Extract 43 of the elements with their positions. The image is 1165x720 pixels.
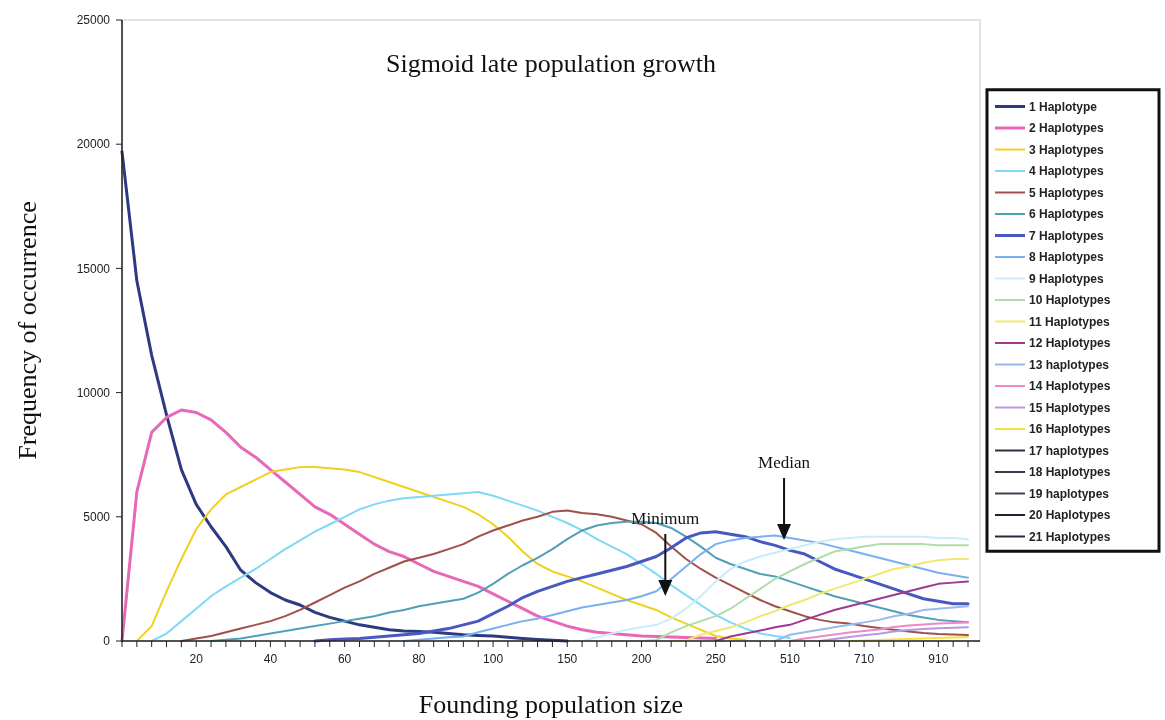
legend-label: 9 Haplotypes bbox=[1029, 271, 1105, 286]
text: Sigmoid late population growth bbox=[385, 49, 717, 78]
y-tick-label: 25000 bbox=[76, 13, 111, 28]
x-axis-title: Founding population size bbox=[418, 690, 684, 719]
legend-label: 4 Haplotypes bbox=[1029, 164, 1105, 179]
legend-label: 18 Haplotypes bbox=[1029, 465, 1111, 480]
y-tick-label: 15000 bbox=[76, 261, 111, 276]
x-tick-label: 910 bbox=[928, 652, 949, 666]
legend-label: 13 haplotypes bbox=[1029, 357, 1110, 372]
x-tick-label: 510 bbox=[779, 652, 801, 666]
annotation: Median bbox=[758, 453, 811, 472]
legend-label: 19 haplotypes bbox=[1029, 486, 1110, 501]
legend-label: 6 Haplotypes bbox=[1029, 207, 1105, 222]
legend-label: 2 Haplotypes bbox=[1029, 121, 1105, 136]
x-tick-label: 100 bbox=[483, 652, 504, 666]
x-tick-label: 200 bbox=[631, 652, 652, 666]
legend-label: 14 Haplotypes bbox=[1029, 379, 1111, 394]
legend-label: 11 Haplotypes bbox=[1029, 314, 1111, 329]
y-tick-label: 20000 bbox=[76, 137, 111, 152]
legend-label: 10 Haplotypes bbox=[1029, 293, 1111, 308]
legend-label: 8 Haplotypes bbox=[1029, 250, 1105, 265]
legend-label: 12 Haplotypes bbox=[1029, 336, 1111, 351]
y-tick-label: 0 bbox=[103, 634, 111, 649]
x-tick-label: 60 bbox=[337, 652, 352, 666]
legend-label: 3 Haplotypes bbox=[1029, 142, 1105, 157]
x-tick-label: 20 bbox=[189, 652, 204, 666]
legend-label: 21 Haplotypes bbox=[1029, 529, 1111, 544]
annotation: Minimum bbox=[631, 509, 700, 528]
legend-label: 17 haplotypes bbox=[1029, 443, 1110, 458]
legend-label: 1 Haplotype bbox=[1029, 99, 1098, 114]
y-tick-label: 5000 bbox=[83, 510, 111, 524]
legend-label: 20 Haplotypes bbox=[1029, 508, 1111, 523]
y-axis-title: Frequency of occurrence bbox=[13, 201, 42, 460]
x-tick-label: 150 bbox=[557, 652, 578, 666]
y-tick-label: 10000 bbox=[76, 385, 111, 400]
legend-label: 5 Haplotypes bbox=[1029, 185, 1105, 200]
legend-label: 15 Haplotypes bbox=[1029, 400, 1111, 415]
x-tick-label: 250 bbox=[705, 652, 727, 666]
legend-label: 16 Haplotypes bbox=[1029, 422, 1111, 437]
x-tick-label: 710 bbox=[854, 652, 875, 666]
x-tick-label: 40 bbox=[263, 652, 278, 666]
x-tick-label: 80 bbox=[412, 652, 426, 666]
legend-label: 7 Haplotypes bbox=[1029, 228, 1105, 243]
